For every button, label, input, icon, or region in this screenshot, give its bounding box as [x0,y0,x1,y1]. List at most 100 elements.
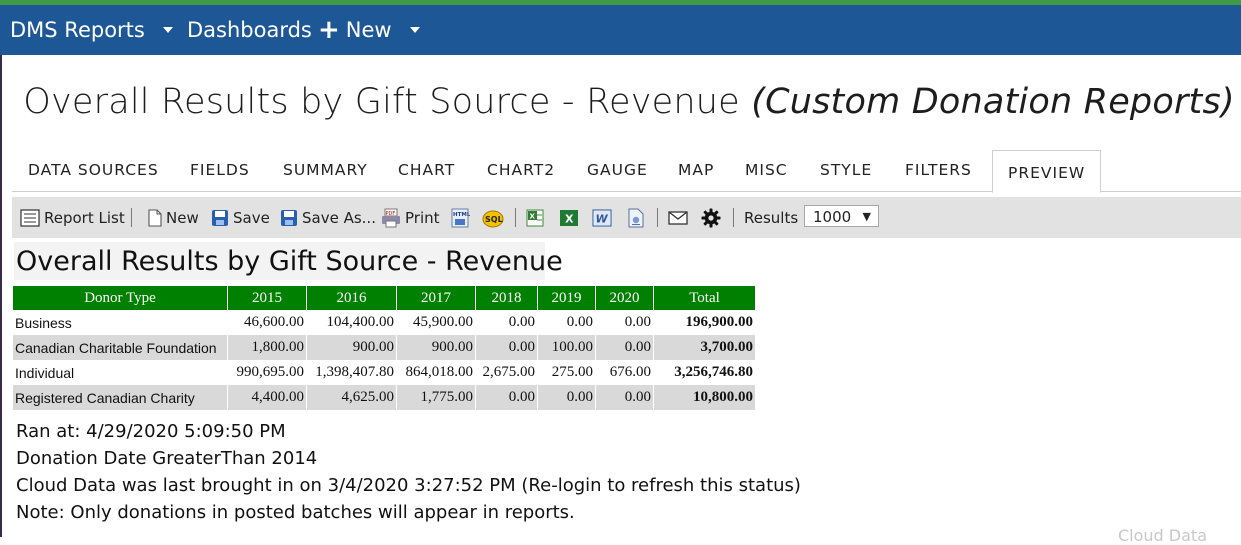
table-row: Business 46,600.00 104,400.00 45,900.00 … [13,310,756,335]
dashboards-link[interactable]: Dashboards [187,5,312,55]
brand-menu[interactable]: DMS Reports [10,5,173,55]
sql-button[interactable]: SQL [482,197,504,238]
new-report-button[interactable]: New [148,197,199,238]
donor-type-cell: Business [13,310,228,335]
report-list-label: Report List [44,208,125,227]
value-cell: 0.00 [537,385,596,410]
ran-at-text: Ran at: 4/29/2020 5:09:50 PM [16,421,286,442]
filter-text: Donation Date GreaterThan 2014 [16,448,318,469]
value-cell: 1,398,407.80 [306,360,397,385]
excel-icon: X [560,209,578,226]
report-notes: Ran at: 4/29/2020 5:09:50 PM Donation Da… [16,418,801,526]
gear-icon [701,208,721,227]
page-title: Overall Results by Gift Source - Revenue… [0,82,1241,122]
value-cell: 0.00 [475,385,538,410]
value-cell: 900.00 [396,335,476,360]
report-title: Overall Results by Gift Source - Revenue [16,246,563,277]
email-icon [668,210,688,225]
svg-text:HTML: HTML [453,212,470,218]
column-header: 2016 [306,286,397,310]
tab-fields[interactable]: FIELDS [190,161,250,179]
donor-type-cell: Registered Canadian Charity [13,385,228,410]
cloud-status-text: Cloud Data was last brought in on 3/4/20… [16,475,801,496]
report-title-background [14,242,545,280]
tab-misc[interactable]: MISC [745,161,788,179]
print-button[interactable]: PDF Print [381,197,440,238]
tab-preview[interactable]: PREVIEW [992,150,1102,193]
report-list-icon [20,208,40,227]
new-report-label: New [166,208,199,227]
watermark-text: Cloud Data [1118,526,1207,545]
toolbar-divider [657,208,658,227]
svg-text:X: X [530,212,536,220]
column-header: 2018 [475,286,538,310]
total-cell: 3,256,746.80 [653,360,756,385]
excel-data-export-button[interactable]: X [525,197,545,238]
rtf-button[interactable] [627,197,645,238]
column-header: 2015 [227,286,307,310]
html-export-button[interactable]: HTML [450,197,470,238]
column-header: Donor Type [13,286,228,310]
value-cell: 0.00 [475,310,538,335]
value-cell: 100.00 [537,335,596,360]
toolbar-divider [131,208,132,227]
print-label: Print [405,208,440,227]
word-icon: W [592,209,612,226]
value-cell: 46,600.00 [227,310,307,335]
save-as-label: Save As... [302,208,376,227]
email-button[interactable] [668,197,688,238]
posted-batches-note: Note: Only donations in posted batches w… [16,502,575,523]
excel-export-icon: X [526,209,544,226]
word-button[interactable]: W [592,197,612,238]
plus-icon: + [318,15,340,45]
new-document-icon [148,208,162,227]
column-header: 2019 [537,286,596,310]
tab-style[interactable]: STYLE [820,161,873,179]
table-row: Canadian Charitable Foundation 1,800.00 … [13,335,756,360]
new-menu[interactable]: + New [318,5,420,55]
value-cell: 4,400.00 [227,385,307,410]
toolbar-divider [515,208,516,227]
results-value: 1000 [813,208,852,226]
table-row: Individual 990,695.00 1,398,407.80 864,0… [13,360,756,385]
value-cell: 0.00 [475,335,538,360]
editor-tabs: DATA SOURCES FIELDS SUMMARY CHART CHART2… [12,150,1241,193]
value-cell: 0.00 [595,385,654,410]
tab-summary[interactable]: SUMMARY [283,161,368,179]
tab-data-sources[interactable]: DATA SOURCES [28,161,159,179]
brand-label: DMS Reports [10,18,145,42]
value-cell: 990,695.00 [227,360,307,385]
results-dropdown[interactable]: 1000 ▼ [804,205,879,227]
tab-map[interactable]: MAP [678,161,715,179]
save-button[interactable]: Save [211,197,270,238]
tab-filters[interactable]: FILTERS [905,161,972,179]
value-cell: 0.00 [595,310,654,335]
settings-button[interactable] [701,197,721,238]
value-cell: 0.00 [595,335,654,360]
svg-text:SQL: SQL [485,215,503,224]
dropdown-arrow-icon: ▼ [862,210,871,223]
donor-type-cell: Canadian Charitable Foundation [13,335,228,360]
window-left-border [0,0,2,537]
results-label: Results [744,208,799,227]
save-as-button[interactable]: Save As... [280,197,376,238]
value-cell: 900.00 [306,335,397,360]
tab-chart[interactable]: CHART [398,161,456,179]
excel-button[interactable]: X [559,197,579,238]
svg-text:PDF: PDF [386,211,396,217]
donor-type-cell: Individual [13,360,228,385]
save-label: Save [233,208,270,227]
accent-strip [0,0,1241,5]
tab-chart2[interactable]: CHART2 [487,161,556,179]
total-cell: 10,800.00 [653,385,756,410]
column-header: 2017 [396,286,476,310]
page-title-text: Overall Results by Gift Source - Revenue [23,82,740,122]
report-list-button[interactable]: Report List [20,197,125,238]
value-cell: 104,400.00 [306,310,397,335]
value-cell: 275.00 [537,360,596,385]
dashboards-label: Dashboards [187,18,312,42]
sql-icon: SQL [482,210,504,227]
top-navbar: DMS Reports Dashboards + New [0,5,1241,55]
tab-gauge[interactable]: GAUGE [587,161,648,179]
rtf-icon [628,208,644,227]
